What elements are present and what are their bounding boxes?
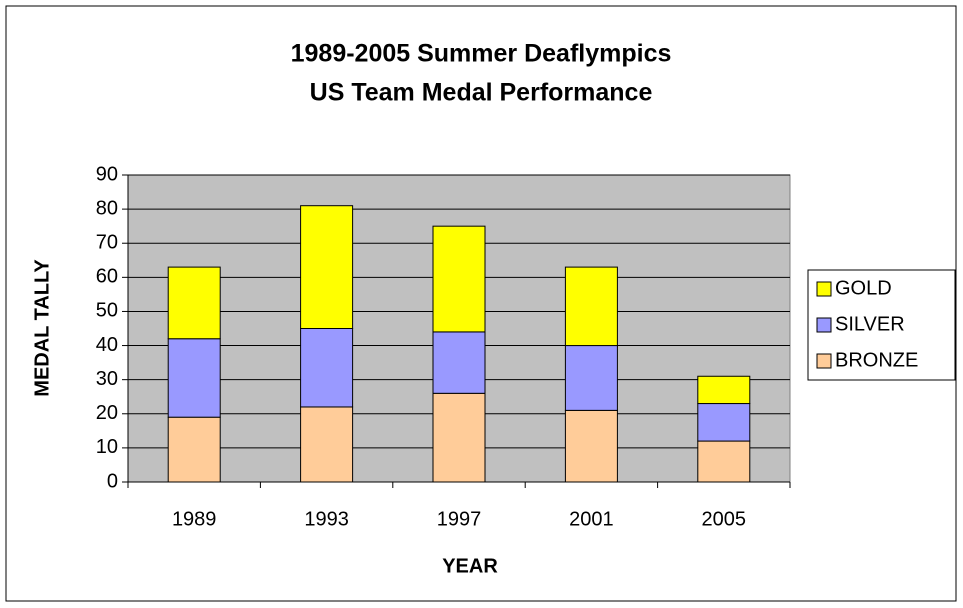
x-tick-label: 2005	[702, 508, 747, 530]
bar-segment	[167, 416, 221, 483]
y-tick-label: 0	[107, 470, 118, 492]
legend-label: SILVER	[835, 313, 905, 335]
x-axis-title: YEAR	[442, 555, 498, 577]
bar-segment	[300, 205, 354, 329]
bar-segment	[564, 266, 618, 347]
x-tick-label: 2001	[569, 508, 614, 530]
bar-segment	[564, 345, 618, 411]
bar-segment	[564, 409, 618, 483]
bar-segment	[167, 338, 221, 418]
bar-segment	[432, 331, 486, 394]
bar-segment	[300, 328, 354, 408]
bar-segment	[697, 403, 751, 442]
legend-swatch	[816, 317, 832, 333]
legend-swatch	[816, 281, 832, 297]
bar-segment	[432, 392, 486, 483]
y-tick-label: 90	[96, 163, 118, 185]
y-tick-label: 50	[96, 300, 118, 322]
y-tick-label: 80	[96, 197, 118, 219]
x-tick-label: 1997	[437, 508, 482, 530]
chart-title: 1989-2005 Summer Deaflympics	[291, 40, 672, 68]
y-tick-label: 70	[96, 232, 118, 254]
bar-segment	[167, 266, 221, 340]
bar-segment	[697, 375, 751, 405]
bar-segment	[300, 406, 354, 483]
y-tick-label: 10	[96, 436, 118, 458]
bar-segment	[697, 440, 751, 483]
y-tick-label: 30	[96, 368, 118, 390]
y-tick-label: 20	[96, 402, 118, 424]
legend-label: GOLD	[835, 277, 892, 299]
y-axis-title: MEDAL TALLY	[31, 259, 53, 397]
y-tick-label: 40	[96, 334, 118, 356]
x-tick-label: 1989	[172, 508, 217, 530]
bar-segment	[432, 225, 486, 333]
y-tick-label: 60	[96, 266, 118, 288]
chart-title: US Team Medal Performance	[310, 79, 653, 107]
x-tick-label: 1993	[304, 508, 349, 530]
legend-label: BRONZE	[835, 349, 918, 371]
legend-box	[807, 269, 956, 381]
legend-swatch	[816, 353, 832, 369]
